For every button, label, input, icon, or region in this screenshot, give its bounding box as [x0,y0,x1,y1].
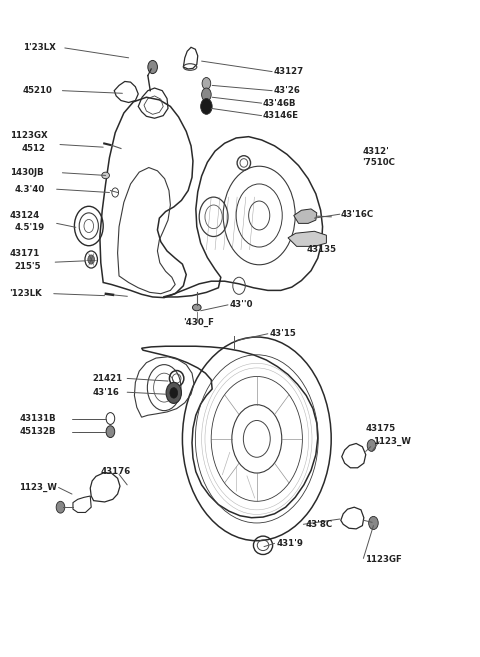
Text: 43175: 43175 [366,424,396,433]
Ellipse shape [102,172,109,179]
Text: 43124: 43124 [10,211,40,220]
Text: 1123_W: 1123_W [373,437,411,446]
Text: 1123_W: 1123_W [19,483,57,492]
Text: 1'23LX: 1'23LX [23,43,56,53]
Circle shape [369,516,378,530]
Text: 43127: 43127 [274,67,304,76]
Circle shape [202,78,211,89]
Text: '430_F: '430_F [183,318,214,327]
Circle shape [202,88,211,101]
Text: 4.3'40: 4.3'40 [14,185,45,194]
Text: 45132B: 45132B [19,427,56,436]
Circle shape [148,60,157,74]
Text: 431'9: 431'9 [276,539,303,548]
Text: 21421: 21421 [92,374,122,383]
Text: 4512: 4512 [22,144,46,153]
Text: 43171: 43171 [10,249,40,258]
Text: '7510C: '7510C [362,158,395,168]
Ellipse shape [192,304,201,311]
Circle shape [88,255,95,264]
Text: 43135: 43135 [306,245,336,254]
Circle shape [106,426,115,438]
Text: 43'8C: 43'8C [305,520,333,529]
Text: 43'26: 43'26 [274,86,300,95]
Text: 43146E: 43146E [263,111,299,120]
Text: 215'5: 215'5 [14,261,41,271]
Text: 43''0: 43''0 [229,300,253,309]
Text: 43'46B: 43'46B [263,99,297,108]
Text: 43'16: 43'16 [92,388,119,397]
Circle shape [170,388,178,398]
Text: 43176: 43176 [101,466,131,476]
Text: 1430JB: 1430JB [10,168,43,177]
Circle shape [367,440,376,451]
Circle shape [56,501,65,513]
Circle shape [106,413,115,424]
Circle shape [201,99,212,114]
Text: 1123GX: 1123GX [10,131,47,141]
Polygon shape [294,209,317,223]
Text: 1123GF: 1123GF [365,555,402,564]
Polygon shape [288,231,326,246]
Text: 45210: 45210 [23,86,53,95]
Text: 43'16C: 43'16C [341,210,374,219]
Text: 4312': 4312' [362,147,389,156]
Text: 43131B: 43131B [19,414,56,423]
Text: 4.5'19: 4.5'19 [14,223,45,233]
Text: 43'15: 43'15 [270,329,297,338]
Text: '123LK: '123LK [10,289,42,298]
Circle shape [166,382,181,403]
